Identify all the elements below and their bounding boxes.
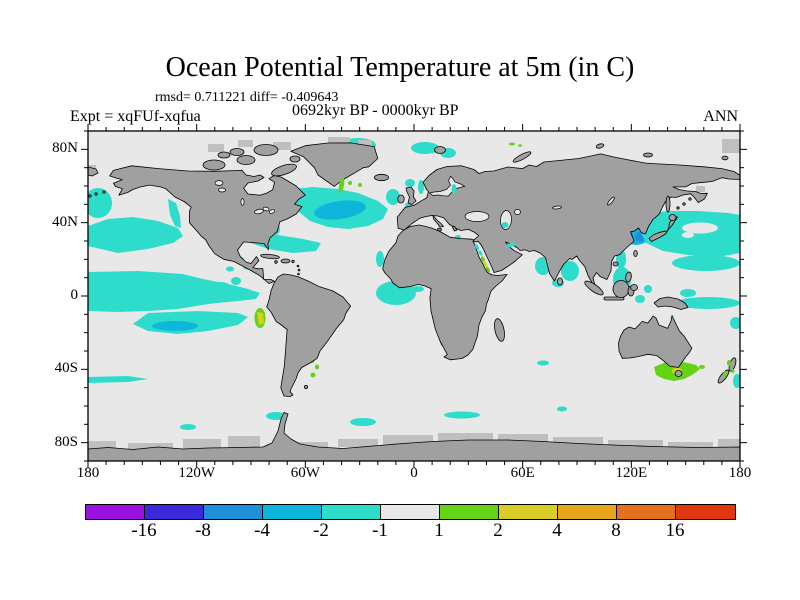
madagascar [494,318,505,342]
colorbar-label--2: -2 [313,520,329,541]
colorbar-segment-2 [204,505,263,519]
colorbar-label-8: 8 [611,520,621,541]
continent-greenland [290,142,379,187]
colorbar-label--16: -16 [131,520,157,541]
novaya-zemlya [512,151,532,163]
coastal-anomaly-details [338,142,735,377]
colorbar-segment-3 [263,505,322,519]
sri-lanka [556,277,563,286]
period-label: 0692kyr BP - 0000kyr BP [292,102,459,119]
lat-label-80N: 80N [52,140,78,157]
uk [405,186,417,205]
landmasses [88,142,740,461]
italy [432,215,444,228]
colorbar-segment-0 [86,505,145,519]
colorbar [85,504,736,520]
lon-label-0-180: 180 [76,465,100,481]
ireland [397,194,405,204]
colorbar-segment-4 [322,505,381,519]
continent-south-america [266,273,351,397]
sakhalin [665,195,671,213]
mindanao [630,284,638,291]
lakes [214,175,615,230]
colorbar-segment-10 [676,505,735,519]
lon-label-2-60W: 60W [290,465,320,481]
lat-label-0: 0 [70,287,79,303]
colorbar-segment-6 [440,505,499,519]
continent-north-america [109,165,306,284]
colorbar-label-2: 2 [493,520,503,541]
lon-label-1-120W: 120W [178,465,215,481]
experiment-label: Expt = xqFUf-xqfua [70,108,201,125]
taiwan [633,250,638,257]
greece [452,225,458,232]
colorbar-segment-7 [499,505,558,519]
sumatra [584,280,604,296]
colorbar-label--4: -4 [254,520,270,541]
cuba [260,253,280,260]
map-panel [78,121,750,471]
svalbard [434,146,446,154]
continent-australia [618,315,693,368]
new-guinea [653,296,689,310]
lat-label-40S: 40S [54,360,78,377]
season-label: ANN [703,108,738,125]
continent-antarctica [88,412,740,461]
page-title: Ocean Potential Temperature at 5m (in C) [165,52,635,83]
lon-label-5-120E: 120E [615,465,648,481]
grid-mask-blocks [88,137,740,449]
java [603,296,625,301]
colorbar-segment-9 [617,505,676,519]
colorbar-label--8: -8 [195,520,211,541]
continent-eurasia [396,153,740,294]
axis-ticks [81,124,747,468]
stats-line: rmsd= 0.711221 diff= -0.409643 [155,90,339,105]
colorbar-label-1: 1 [434,520,444,541]
tasmania [674,370,683,377]
lat-label-80S: 80S [54,433,78,450]
baltic-sea [428,175,466,197]
iceland [374,173,389,182]
colorbar-label-4: 4 [552,520,562,541]
lon-label-4-60E: 60E [510,465,535,481]
colorbar-label-16: 16 [665,520,685,541]
colorbar-segment-8 [558,505,617,519]
lon-label-3-0: 0 [410,465,418,481]
borneo [612,280,630,298]
black-sea [464,211,490,222]
colorbar-segment-5 [381,505,440,519]
luzon [625,271,632,283]
lon-label-6-180: 180 [728,465,752,481]
lat-label-40N: 40N [52,213,78,230]
colorbar-label--1: -1 [372,520,388,541]
colorbar-segment-1 [145,505,204,519]
world-map [81,124,747,468]
